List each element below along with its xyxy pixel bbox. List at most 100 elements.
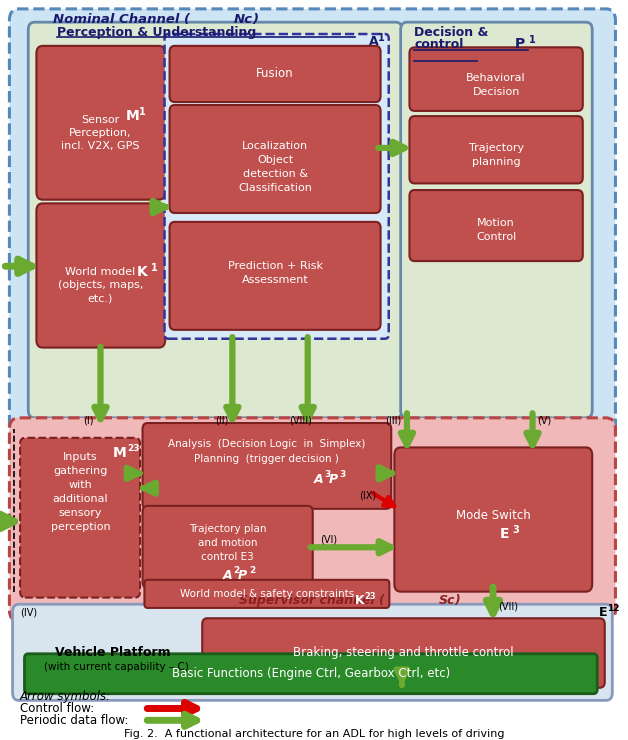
- FancyBboxPatch shape: [20, 438, 140, 598]
- Text: (IV): (IV): [20, 608, 37, 617]
- Text: (VI): (VI): [320, 535, 337, 545]
- Text: A: A: [314, 473, 323, 485]
- Text: Perception,: Perception,: [69, 128, 132, 138]
- FancyBboxPatch shape: [170, 46, 381, 102]
- Text: 12: 12: [607, 604, 619, 613]
- Text: Prediction + Risk: Prediction + Risk: [227, 260, 323, 271]
- Text: and motion: and motion: [198, 538, 257, 548]
- Text: P: P: [328, 473, 338, 485]
- Text: E: E: [499, 527, 509, 541]
- Text: A: A: [223, 569, 232, 582]
- Text: etc.): etc.): [88, 294, 113, 304]
- Text: Nc: Nc: [234, 13, 252, 26]
- Text: Behavioral: Behavioral: [467, 73, 526, 83]
- Text: Braking, steering and throttle control: Braking, steering and throttle control: [293, 646, 514, 659]
- Text: (II): (II): [215, 415, 229, 425]
- Text: perception: perception: [51, 522, 110, 532]
- Text: K: K: [355, 594, 364, 607]
- Text: (I): (I): [84, 415, 94, 425]
- Text: Control flow:: Control flow:: [20, 702, 94, 715]
- Text: 1: 1: [139, 107, 146, 117]
- Text: planning: planning: [472, 157, 521, 167]
- FancyBboxPatch shape: [394, 448, 592, 592]
- Text: 1: 1: [151, 263, 158, 273]
- FancyBboxPatch shape: [409, 190, 583, 261]
- Text: (III): (III): [385, 415, 401, 425]
- Text: 3: 3: [512, 525, 519, 534]
- Text: 2: 2: [234, 566, 240, 576]
- Text: P: P: [515, 38, 525, 51]
- Text: (with current capability – C): (with current capability – C): [44, 662, 188, 672]
- FancyBboxPatch shape: [9, 418, 615, 621]
- Text: control E3: control E3: [201, 552, 254, 562]
- Text: Fig. 2.  A functional architecture for an ADL for high levels of driving: Fig. 2. A functional architecture for an…: [124, 729, 504, 739]
- Text: Inputs: Inputs: [63, 452, 98, 462]
- FancyBboxPatch shape: [202, 619, 605, 687]
- Text: 1: 1: [529, 35, 536, 45]
- Text: 2: 2: [249, 566, 256, 576]
- Text: control: control: [414, 38, 464, 51]
- Text: additional: additional: [53, 494, 108, 504]
- Text: (V): (V): [537, 415, 551, 425]
- Text: E: E: [598, 606, 607, 619]
- Text: 1: 1: [378, 33, 385, 43]
- FancyBboxPatch shape: [9, 9, 615, 437]
- Text: Analysis  (Decision Logic  in  Simplex): Analysis (Decision Logic in Simplex): [168, 440, 365, 449]
- Text: Supervisor channel (: Supervisor channel (: [239, 594, 384, 607]
- Text: 3: 3: [339, 471, 345, 480]
- Text: detection &: detection &: [242, 169, 308, 179]
- FancyBboxPatch shape: [143, 506, 313, 588]
- Text: P: P: [238, 569, 247, 582]
- Text: Periodic data flow:: Periodic data flow:: [20, 714, 129, 727]
- FancyBboxPatch shape: [170, 222, 381, 330]
- Text: Trajectory: Trajectory: [468, 143, 524, 153]
- Text: Decision &: Decision &: [414, 26, 489, 39]
- Text: (VII): (VII): [498, 602, 518, 611]
- Text: World model & safety constraints: World model & safety constraints: [180, 589, 354, 599]
- Text: M: M: [113, 445, 127, 460]
- Text: 23: 23: [364, 592, 376, 602]
- Text: A: A: [369, 35, 378, 48]
- Text: M: M: [126, 109, 139, 123]
- Text: 3: 3: [324, 471, 330, 480]
- Text: Decision: Decision: [472, 87, 520, 97]
- FancyBboxPatch shape: [409, 116, 583, 184]
- Text: Localization: Localization: [242, 141, 308, 151]
- FancyBboxPatch shape: [24, 653, 597, 693]
- Text: 23: 23: [127, 444, 139, 453]
- Text: Control: Control: [476, 232, 516, 243]
- Text: Arrow symbols:: Arrow symbols:: [20, 690, 111, 703]
- Text: Perception & Understanding: Perception & Understanding: [57, 26, 256, 39]
- Text: ): ): [455, 594, 460, 607]
- Text: Basic Functions (Engine Ctrl, Gearbox Ctrl, etc): Basic Functions (Engine Ctrl, Gearbox Ct…: [171, 667, 450, 680]
- Text: Planning  (trigger decision ): Planning (trigger decision ): [195, 454, 339, 463]
- FancyBboxPatch shape: [143, 423, 391, 509]
- Text: (IX): (IX): [359, 491, 376, 500]
- Text: Sensor: Sensor: [82, 115, 119, 125]
- Text: (VIII): (VIII): [289, 415, 311, 425]
- Text: Vehicle Platform: Vehicle Platform: [55, 646, 171, 659]
- Text: Trajectory plan: Trajectory plan: [188, 524, 266, 534]
- Text: (objects, maps,: (objects, maps,: [58, 280, 143, 291]
- FancyBboxPatch shape: [401, 22, 592, 418]
- Text: Fusion: Fusion: [256, 67, 294, 81]
- FancyBboxPatch shape: [36, 46, 165, 200]
- FancyBboxPatch shape: [170, 105, 381, 213]
- Text: Object: Object: [257, 155, 293, 165]
- Text: Assessment: Assessment: [242, 275, 308, 285]
- Text: Classification: Classification: [238, 183, 312, 193]
- FancyBboxPatch shape: [28, 22, 402, 418]
- FancyBboxPatch shape: [144, 580, 389, 608]
- Text: sensory: sensory: [58, 508, 102, 518]
- FancyBboxPatch shape: [36, 204, 165, 348]
- Text: K: K: [137, 265, 148, 279]
- Text: Mode Switch: Mode Switch: [455, 509, 531, 522]
- Text: World model: World model: [65, 267, 136, 278]
- Text: ): ): [252, 13, 259, 26]
- FancyBboxPatch shape: [409, 47, 583, 111]
- Text: Nominal Channel (: Nominal Channel (: [53, 13, 190, 26]
- Text: gathering: gathering: [53, 466, 107, 476]
- FancyBboxPatch shape: [13, 605, 612, 700]
- Text: incl. V2X, GPS: incl. V2X, GPS: [61, 141, 139, 152]
- FancyBboxPatch shape: [165, 34, 389, 339]
